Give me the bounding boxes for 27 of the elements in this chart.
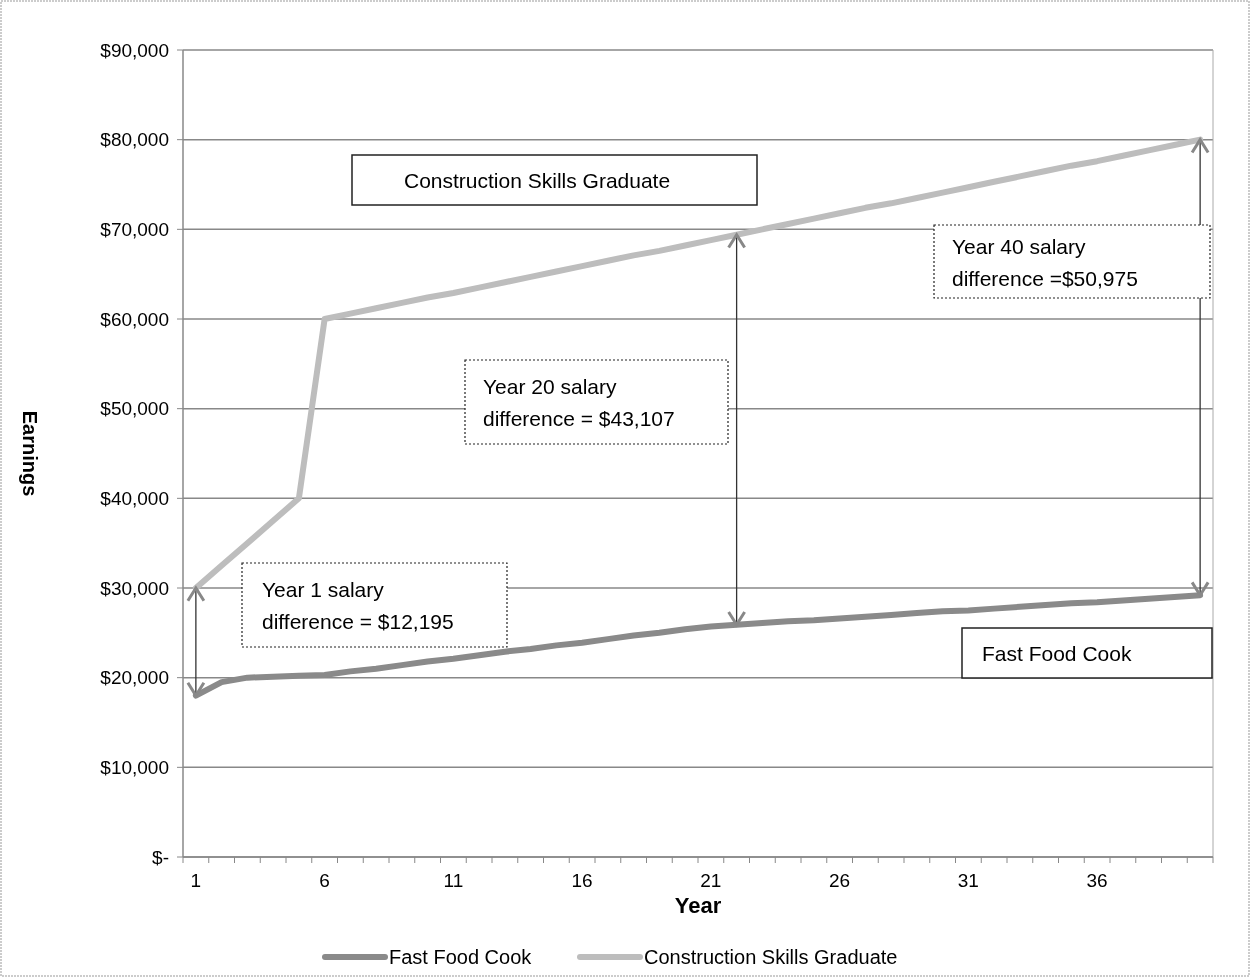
x-tick-label: 21 <box>700 870 722 891</box>
y-tick-label: $80,000 <box>100 129 169 151</box>
x-axis-title: Year <box>674 893 722 918</box>
legend-label: Construction Skills Graduate <box>644 946 898 968</box>
x-tick-label: 11 <box>443 870 464 891</box>
y-tick-label: $- <box>152 846 169 868</box>
y-tick-label: $40,000 <box>100 487 169 509</box>
x-tick-label: 36 <box>1086 870 1108 891</box>
x-tick-label: 26 <box>829 870 851 891</box>
legend-label: Fast Food Cook <box>389 946 533 968</box>
y-axis-title: Earnings <box>19 410 41 497</box>
annotation: Fast Food Cook <box>982 642 1132 665</box>
y-tick-label: $90,000 <box>100 39 169 61</box>
y-tick-label: $30,000 <box>100 577 169 599</box>
x-tick-label: 31 <box>957 870 979 891</box>
y-tick-label: $70,000 <box>100 218 169 240</box>
x-tick-label: 6 <box>319 870 330 891</box>
annotation: Year 1 salary difference = $12,195 <box>262 578 454 633</box>
x-tick-label: 16 <box>571 870 593 891</box>
y-tick-label: $20,000 <box>100 667 169 689</box>
y-tick-label: $60,000 <box>100 308 169 330</box>
y-tick-label: $50,000 <box>100 398 169 420</box>
y-tick-label: $10,000 <box>100 756 169 778</box>
annotation: Construction Skills Graduate <box>404 169 671 192</box>
annotation: Year 20 salary difference = $43,107 <box>483 375 675 430</box>
x-tick-label: 1 <box>190 870 202 891</box>
annotation: Year 40 salary difference =$50,975 <box>952 234 1138 290</box>
